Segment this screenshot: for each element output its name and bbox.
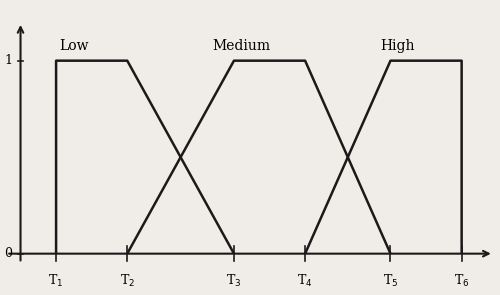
Text: T$_6$: T$_6$ xyxy=(454,273,469,289)
Text: T$_3$: T$_3$ xyxy=(226,273,242,289)
Text: T$_2$: T$_2$ xyxy=(120,273,135,289)
Text: High: High xyxy=(380,39,415,53)
Text: T$_4$: T$_4$ xyxy=(298,273,313,289)
Text: 1: 1 xyxy=(4,54,12,67)
Text: T$_5$: T$_5$ xyxy=(383,273,398,289)
Text: 0: 0 xyxy=(4,247,12,260)
Text: Medium: Medium xyxy=(212,39,270,53)
Text: T$_1$: T$_1$ xyxy=(48,273,64,289)
Text: Low: Low xyxy=(60,39,89,53)
